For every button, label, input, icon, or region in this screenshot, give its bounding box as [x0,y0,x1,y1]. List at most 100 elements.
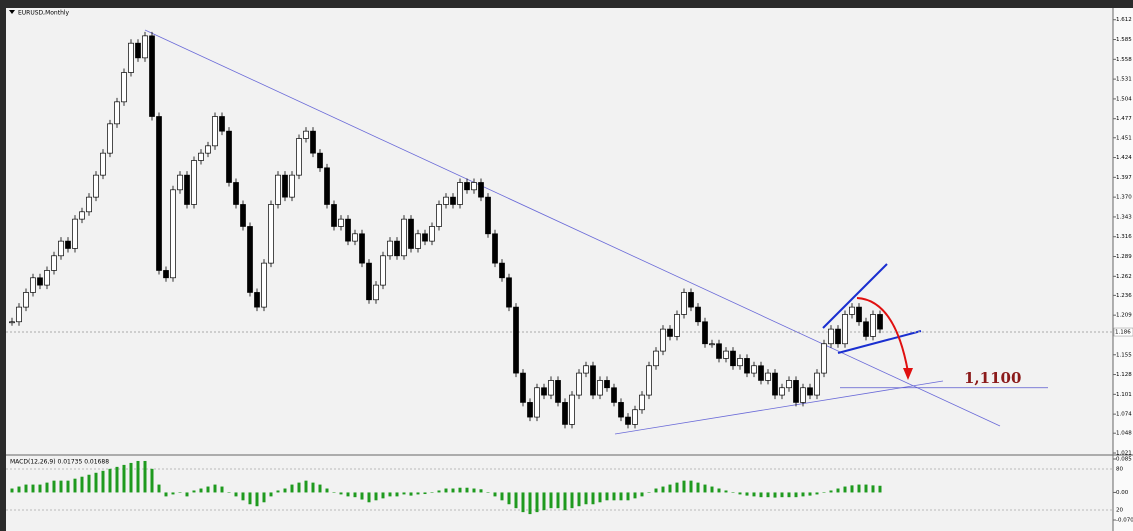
candle-body [597,380,603,396]
candle-body [744,358,750,374]
macd-bar [94,472,98,493]
macd-bar [367,492,371,503]
candle-body [506,277,512,308]
candle-body [331,204,337,227]
candle-body [590,365,596,396]
candle-body [625,416,631,425]
candle-body [51,255,57,271]
macd-bar [283,488,287,493]
macd-bar [87,474,91,493]
candle-body [233,182,239,205]
candle-body [478,182,484,198]
macd-bar [528,492,532,515]
candle-body [541,387,547,396]
candle-body [576,372,582,396]
level-label: 1,1100 [964,369,1021,387]
macd-bar [248,492,252,505]
candle-body [387,240,393,257]
macd-bar [38,484,42,493]
candle-body [177,174,183,191]
candle-body [429,226,435,242]
macd-bar [871,485,875,493]
macd-bar [514,492,518,509]
candle-body [163,270,169,279]
macd-bar [59,480,63,493]
candle-body [828,328,834,345]
macd-bar [521,492,525,513]
stoch-tick-label: 80 [1116,466,1123,472]
candle-body [464,182,470,191]
macd-bar [542,492,546,511]
candle-body [135,42,141,59]
candle-body [618,402,624,418]
candle-body [310,130,316,154]
macd-bar [171,492,175,495]
macd-bar [24,484,28,493]
candle-body [261,262,267,308]
candle-body [226,130,232,183]
macd-bar [605,492,609,501]
macd-tick-label: -0.070 [1116,518,1133,524]
chart-area [6,8,1133,531]
candle-body [751,365,757,374]
macd-bar [752,492,756,497]
macd-bar [185,492,189,497]
candle-body [149,35,155,117]
macd-bar [738,492,742,495]
candle-body [555,380,561,403]
macd-bar [444,488,448,493]
macd-bar [556,492,560,509]
macd-bar [164,492,168,497]
macd-bar [710,486,714,493]
macd-bar [507,492,511,505]
macd-bar [423,492,427,495]
candle-body [702,321,708,345]
price-axis [1113,8,1133,531]
macd-bar [493,492,497,497]
macd-bar [143,460,147,493]
candle-body [450,196,456,205]
macd-bar [570,492,574,509]
candle-body [674,314,680,337]
macd-bar [451,488,455,493]
downtrend-line [144,29,1001,427]
candle-body [394,240,400,257]
candle-body [16,306,22,323]
macd-bar [311,482,315,493]
macd-bar [129,462,133,493]
macd-bar [115,466,119,493]
candle-body [240,204,246,227]
macd-bar [108,468,112,493]
macd-bar [73,478,77,493]
menu-icon [9,10,15,14]
candle-body [156,116,162,271]
candle-body [737,358,743,367]
chart-title: EURUSD,Monthly [18,10,70,17]
macd-bar [633,492,637,499]
macd-bar [150,468,154,493]
macd-bar [647,492,651,493]
y-tick-label: 1.155 [1116,352,1132,358]
candle-body [786,380,792,389]
macd-bar [577,492,581,507]
candle-body [709,343,715,346]
macd-bar [178,492,182,493]
macd-bar [850,485,854,493]
macd-bar [458,487,462,493]
macd-bar [416,492,420,495]
candle-body [499,262,505,279]
macd-bar [822,492,826,493]
macd-bar [724,490,728,493]
candle-body [121,72,127,103]
candle-body [821,343,827,374]
candle-body [772,372,778,396]
macd-bar [549,492,553,509]
macd-bar [332,492,336,493]
macd-bar [640,492,644,497]
candle-body [863,321,869,337]
y-tick-label: 1.101 [1116,392,1132,398]
candle-body [870,314,876,337]
candle-body [79,211,85,220]
macd-bar [360,492,364,500]
macd-bar [45,482,49,493]
